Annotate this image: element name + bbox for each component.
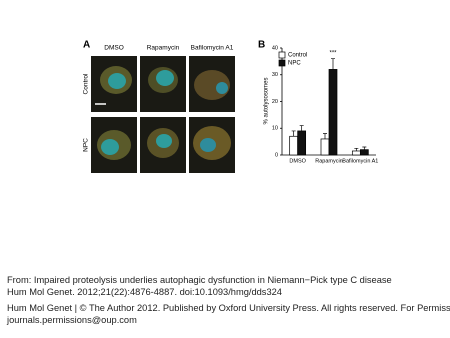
figure: A DMSO Rapamycin Bafilomycin A1 Control …	[83, 40, 378, 173]
x-tick-label: Rapamycin	[315, 158, 343, 164]
y-tick-label: 10	[272, 126, 278, 132]
bar	[359, 149, 369, 156]
x-tick-label: DMSO	[289, 158, 306, 164]
citation-email: journals.permissions@oup.com	[7, 315, 137, 325]
bar	[297, 130, 307, 156]
column-label: DMSO	[104, 45, 124, 52]
row-label: NPC	[83, 138, 90, 152]
error-bar	[291, 130, 296, 137]
error-bar	[299, 125, 304, 131]
bar	[328, 69, 338, 156]
y-tick-label: 40	[272, 45, 278, 51]
y-axis-label: % autolysosomes	[264, 77, 270, 124]
legend-swatch	[278, 59, 286, 67]
error-bar	[354, 147, 359, 151]
legend-label: NPC	[288, 61, 301, 67]
error-bar	[323, 133, 327, 139]
citation-reference: Hum Mol Genet. 2012;21(22):4876-4887. do…	[7, 287, 282, 297]
column-label: Bafilomycin A1	[191, 45, 234, 52]
legend-swatch	[278, 51, 286, 59]
column-label: Rapamycin	[147, 45, 180, 52]
y-tick-label: 30	[272, 72, 278, 78]
citation-from: From: Impaired proteolysis underlies aut…	[7, 275, 392, 285]
bar	[320, 138, 330, 156]
y-tick-label: 0	[275, 152, 278, 158]
bar	[289, 135, 299, 156]
legend-label: Control	[288, 53, 307, 59]
micrographs	[91, 56, 235, 173]
significance: ***	[329, 50, 337, 56]
x-tick-label: Bafilomycin A1	[342, 158, 378, 164]
citation-copyright: Hum Mol Genet | © The Author 2012. Publi…	[7, 303, 450, 313]
bar	[351, 150, 361, 156]
panel-label: B	[258, 40, 265, 51]
error-bar	[362, 146, 367, 150]
panel-label: A	[83, 40, 90, 51]
row-label: Control	[83, 73, 90, 95]
error-bar	[331, 58, 335, 70]
y-tick-label: 20	[272, 99, 278, 105]
